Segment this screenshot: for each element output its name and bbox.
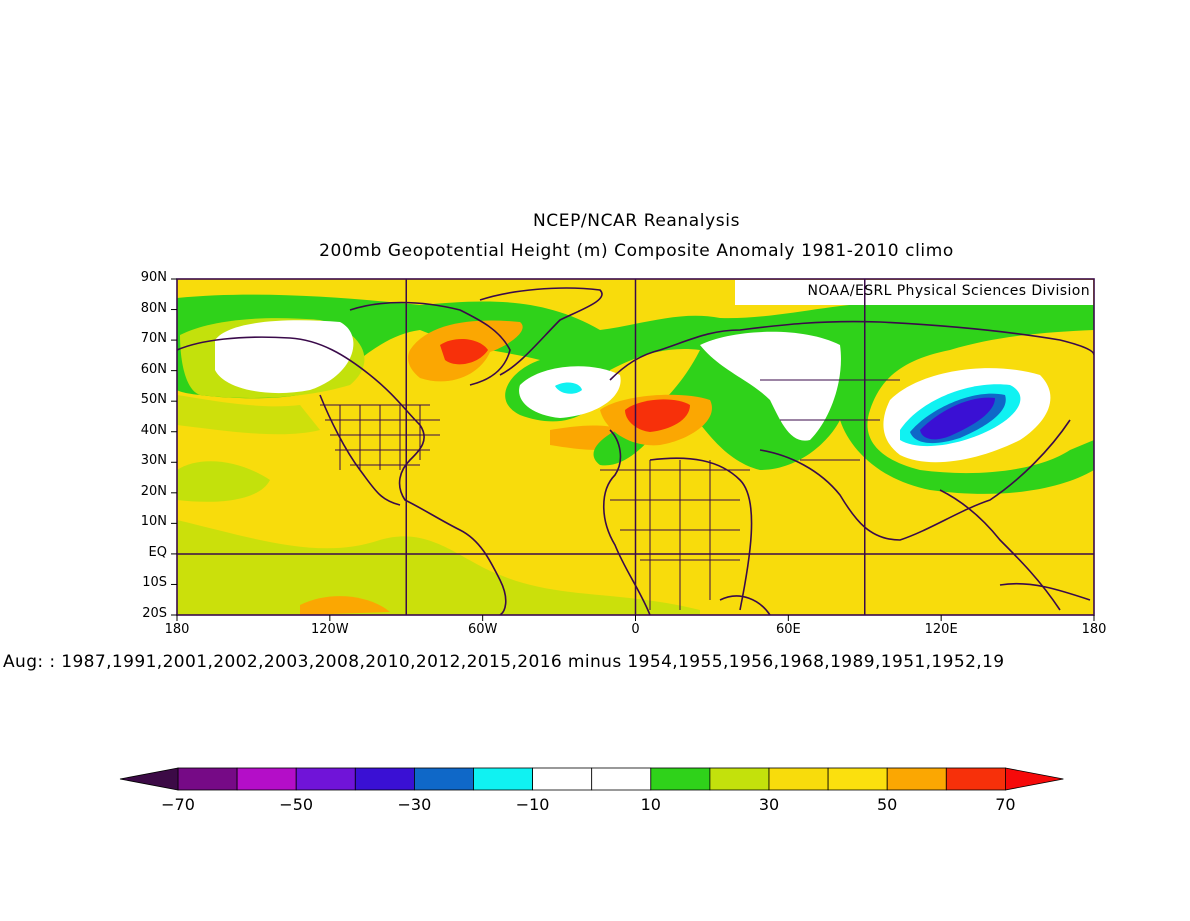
lat-label: EQ [148, 544, 167, 560]
grid-lines [177, 279, 1094, 615]
colorbar-swatch [709, 767, 770, 791]
colorbar-swatch [473, 767, 533, 791]
colorbar-swatch [236, 767, 297, 791]
colorbar-swatch [768, 767, 829, 791]
colorbar-tick-label: −50 [279, 795, 314, 814]
colorbar-tick-label: 50 [877, 795, 898, 814]
colorbar-swatch [886, 767, 947, 791]
colorbar-low-arrow [119, 767, 179, 791]
colorbar-tick-label: −10 [515, 795, 550, 814]
lon-label: 60E [775, 622, 801, 637]
lon-label: 60W [467, 622, 498, 637]
lon-label: 180 [164, 622, 190, 637]
colorbar-swatch [650, 767, 711, 791]
colorbar-swatch [591, 767, 652, 791]
composite-caption: p Aug: : 1987,1991,2001,2002,2003,2008,2… [0, 652, 1005, 672]
lat-label: 10N [140, 514, 167, 530]
lat-label: 70N [140, 331, 167, 347]
colorbar-tick-label: 30 [758, 795, 780, 814]
chart-subtitle: 200mb Geopotential Height (m) Composite … [319, 241, 954, 261]
colorbar-swatch [354, 767, 415, 791]
colorbar-tick-label: 10 [640, 795, 661, 814]
chart-title: NCEP/NCAR Reanalysis [532, 211, 741, 231]
colorbar-tick-label: 70 [995, 795, 1016, 814]
lat-label: 50N [140, 392, 167, 408]
lon-label: 180 [1081, 622, 1107, 637]
credit-label: NOAA/ESRL Physical Sciences Division [807, 283, 1090, 299]
lat-label: 60N [140, 361, 167, 377]
colorbar-swatch [945, 767, 1006, 791]
coastlines [177, 287, 1094, 615]
colorbar-high-arrow [1005, 767, 1064, 791]
axis-ticks [171, 278, 1095, 621]
colorbar-swatch [295, 767, 356, 791]
lat-label: 80N [140, 300, 167, 316]
lon-label: 120E [924, 622, 958, 637]
lat-label: 10S [142, 575, 167, 591]
colorbar [119, 767, 1064, 791]
lat-label: 30N [140, 453, 167, 469]
colorbar-swatch [827, 767, 888, 791]
lat-label: 20N [140, 483, 167, 499]
lat-label: 40N [140, 422, 167, 438]
lat-label: 90N [140, 270, 167, 285]
lon-label: 120W [310, 622, 349, 637]
colorbar-swatch [177, 767, 238, 791]
lon-label: 0 [631, 622, 640, 637]
colorbar-tick-label: −70 [161, 795, 195, 814]
colorbar-swatch [413, 767, 474, 791]
borders [320, 379, 900, 610]
colorbar-tick-label: −30 [397, 795, 432, 814]
lat-label: 20S [142, 606, 167, 621]
colorbar-swatch [532, 767, 593, 791]
